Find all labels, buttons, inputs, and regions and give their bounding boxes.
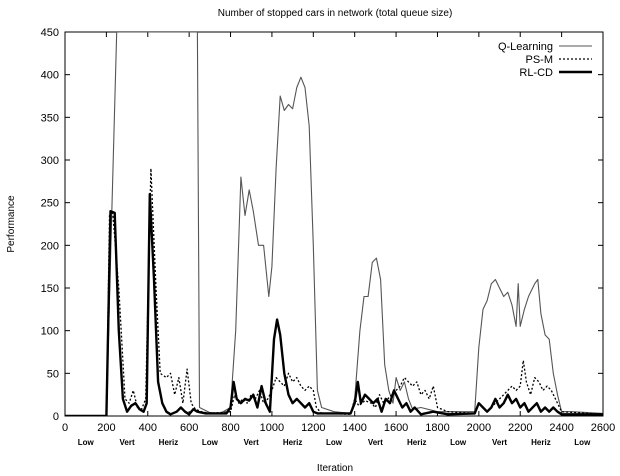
y-tick-label: 0 [53, 411, 59, 423]
y-tick-label: 150 [41, 283, 59, 295]
legend-label: Q-Learning [498, 41, 553, 53]
y-tick-label: 100 [41, 326, 59, 338]
y-tick-label: 250 [41, 198, 59, 210]
x-axis: 0 200 400 600 800 1000 1200 1400 1600 1800 2000 220… [62, 32, 615, 434]
y-tick-label: 350 [41, 112, 59, 124]
y-tick-label: 50 [47, 368, 59, 380]
x-tick-label: 1800 [425, 422, 449, 434]
phase-labels: Low Vert Heriz Low Vert Heriz Low Vert Heriz Low V… [78, 438, 591, 447]
phase-label: Heriz [531, 438, 551, 447]
plot-area-frame [64, 31, 604, 417]
legend-label: PS-M [526, 54, 554, 66]
x-tick-label: 800 [221, 422, 239, 434]
phase-label: Low [574, 438, 591, 447]
series-line-ps-m [65, 167, 603, 416]
y-tick-label: 200 [41, 240, 59, 252]
phase-label: Vert [492, 438, 507, 447]
x-tick-label: 0 [62, 422, 68, 434]
phase-label: Heriz [159, 438, 179, 447]
x-tick-label: 1000 [260, 422, 284, 434]
x-tick-label: 1200 [301, 422, 325, 434]
phase-label: Heriz [283, 438, 303, 447]
x-tick-label: 2600 [591, 422, 615, 434]
y-tick-label: 450 [41, 27, 59, 39]
y-tick-label: 300 [41, 155, 59, 167]
x-tick-label: 2200 [508, 422, 532, 434]
x-tick-label: 1400 [342, 422, 366, 434]
phase-label: Vert [120, 438, 135, 447]
y-axis-title: Performance [6, 195, 17, 253]
series-line-rl-cd [65, 192, 603, 416]
series-layer [65, 32, 603, 416]
phase-label: Low [326, 438, 343, 447]
y-axis: 0 50 100 150 200 250 300 350 400 450 [41, 27, 603, 423]
x-tick-label: 400 [139, 422, 157, 434]
phase-label: Low [450, 438, 467, 447]
phase-label: Heriz [407, 438, 427, 447]
x-tick-label: 600 [180, 422, 198, 434]
x-tick-label: 2000 [467, 422, 491, 434]
phase-label: Vert [368, 438, 383, 447]
x-tick-label: 1600 [384, 422, 408, 434]
x-tick-label: 200 [97, 422, 115, 434]
x-tick-label: 2400 [549, 422, 573, 434]
phase-label: Low [78, 438, 95, 447]
phase-label: Vert [244, 438, 259, 447]
y-tick-label: 400 [41, 70, 59, 82]
series-line-q-learning [65, 32, 603, 416]
legend-label: RL-CD [519, 67, 553, 79]
x-axis-title: Iteration [317, 463, 353, 474]
phase-label: Low [202, 438, 219, 447]
chart-title: Number of stopped cars in network (total… [218, 8, 453, 19]
